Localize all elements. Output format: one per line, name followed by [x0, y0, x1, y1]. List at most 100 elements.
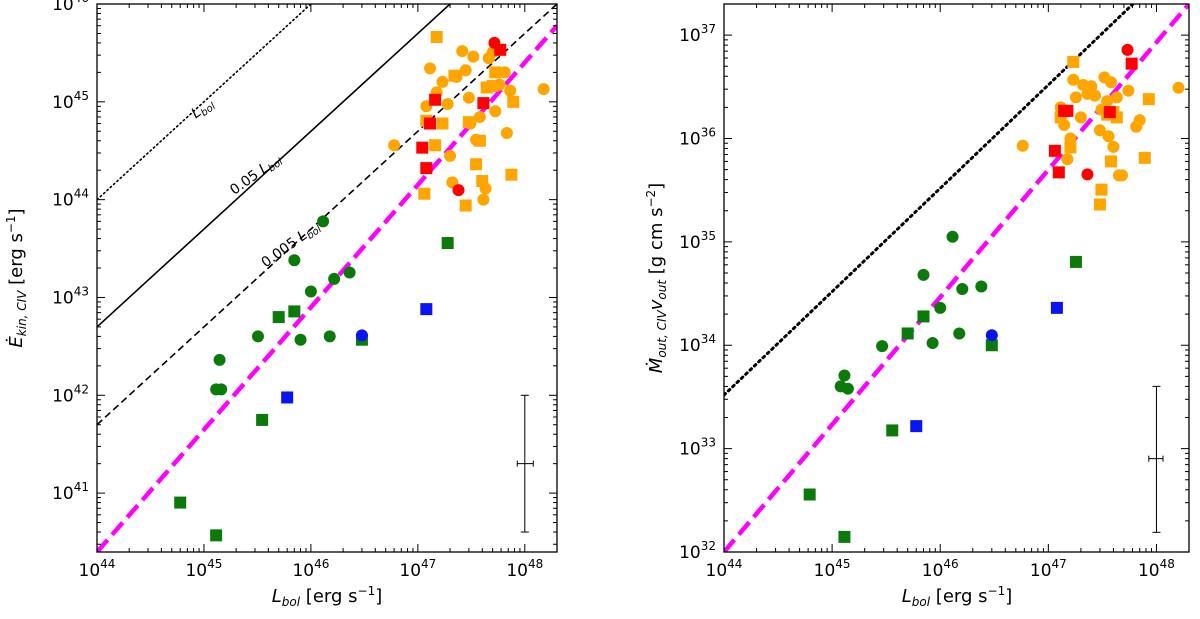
data-point-orange-square — [1095, 183, 1108, 196]
axis-ticks — [96, 3, 558, 552]
data-point-green-square — [210, 529, 223, 542]
data-point-green-circle — [975, 280, 988, 293]
data-point-green-circle — [251, 330, 264, 343]
data-point-orange-square — [418, 187, 431, 200]
data-point-blue-circle — [355, 329, 368, 342]
y-tick-label: 1034 — [679, 332, 716, 356]
data-point-orange-circle — [1115, 169, 1128, 182]
data-point-orange-circle — [1133, 114, 1146, 127]
x-tick-labels: 1044 1045 1046 1047 1048 — [706, 557, 1175, 581]
x-tick-label: 1047 — [399, 557, 436, 581]
data-point-orange-circle — [1172, 81, 1185, 94]
data-point-orange-circle — [1085, 80, 1098, 93]
data-point-orange-square — [1093, 198, 1106, 211]
data-point-orange-circle — [1107, 140, 1120, 153]
y-tick-label: 1032 — [679, 539, 716, 563]
error-bar — [1148, 385, 1164, 533]
data-point-orange-square — [448, 69, 461, 82]
data-point-orange-square — [476, 175, 489, 188]
data-point-green-square — [441, 237, 454, 250]
reference-line — [97, 4, 452, 328]
data-point-red-circle — [1121, 43, 1134, 56]
data-point-orange-circle — [1110, 91, 1123, 104]
data-point-orange-circle — [537, 83, 550, 96]
x-tick-label: 1044 — [79, 557, 116, 581]
error-bar — [516, 394, 534, 533]
data-point-blue-circle — [985, 329, 998, 342]
data-point-red-square — [494, 43, 507, 56]
y-axis-label: Ėkin, CIV [erg s−1] — [4, 208, 29, 347]
data-point-orange-circle — [467, 50, 480, 63]
data-point-orange-square — [470, 158, 483, 171]
y-tick-label: 1043 — [52, 284, 89, 308]
data-point-blue-square — [910, 420, 923, 433]
data-point-orange-circle — [1074, 111, 1087, 124]
data-point-orange-circle — [1105, 76, 1118, 89]
data-point-orange-square — [1138, 151, 1151, 164]
data-point-red-circle — [452, 184, 465, 197]
data-point-orange-square — [489, 66, 502, 79]
y-tick-label: 1033 — [679, 436, 716, 460]
y-tick-labels: 1041 1042 1043 1044 1045 1046 — [52, 0, 89, 504]
data-point-orange-square — [1067, 55, 1080, 68]
data-point-red-square — [416, 141, 429, 154]
data-point-green-circle — [841, 382, 854, 395]
data-point-red-square — [424, 117, 437, 130]
y-tick-label: 1045 — [52, 89, 89, 113]
data-point-red-square — [1048, 144, 1061, 157]
data-point-red-square — [1052, 166, 1065, 179]
data-point-orange-circle — [444, 149, 457, 162]
data-point-green-circle — [288, 254, 301, 267]
axis-ticks — [723, 3, 1190, 553]
data-point-blue-square — [281, 391, 294, 404]
data-point-orange-circle — [436, 75, 449, 88]
x-tick-label: 1046 — [922, 557, 959, 581]
x-tick-labels: 1044 1045 1046 1047 1048 — [79, 557, 544, 581]
data-points — [174, 30, 550, 542]
data-point-green-circle — [323, 330, 336, 343]
data-point-orange-circle — [1093, 124, 1106, 137]
y-tick-label: 1044 — [52, 187, 89, 211]
line-label-0.05-lbol: 0.05 Lbol — [227, 151, 285, 200]
data-point-green-circle — [294, 333, 307, 346]
data-point-green-square — [886, 424, 899, 437]
reference-line — [724, 4, 1136, 397]
x-tick-label: 1048 — [506, 557, 543, 581]
data-point-green-square — [174, 496, 187, 509]
x-tick-label: 1045 — [814, 557, 851, 581]
data-point-orange-square — [486, 80, 499, 93]
reference-lines — [724, 4, 1189, 552]
data-point-orange-square — [1142, 93, 1155, 106]
data-point-green-square — [803, 488, 816, 501]
y-tick-label: 1042 — [52, 382, 89, 406]
y-tick-label: 1041 — [52, 480, 89, 504]
x-tick-label: 1046 — [292, 557, 329, 581]
data-point-green-circle — [838, 369, 851, 382]
data-point-orange-square — [429, 139, 442, 152]
data-point-green-circle — [953, 327, 966, 340]
data-point-orange-square — [507, 95, 520, 108]
data-point-orange-square — [462, 116, 475, 129]
data-point-green-square — [838, 530, 851, 543]
data-point-red-circle — [1081, 168, 1094, 181]
data-point-green-square — [272, 311, 285, 324]
data-point-green-square — [1069, 255, 1082, 268]
data-point-orange-circle — [1016, 139, 1029, 152]
data-point-blue-square — [1050, 301, 1063, 314]
data-point-green-circle — [343, 266, 356, 279]
data-point-red-square — [477, 97, 490, 110]
data-point-green-circle — [213, 353, 226, 366]
data-point-green-circle — [215, 383, 228, 396]
data-point-blue-square — [420, 303, 433, 316]
y-tick-label: 1046 — [52, 0, 89, 15]
data-point-orange-circle — [441, 98, 454, 111]
data-point-orange-circle — [500, 127, 513, 140]
data-point-orange-square — [459, 199, 472, 212]
data-point-green-square — [901, 327, 914, 340]
data-point-green-circle — [926, 337, 939, 350]
data-point-green-circle — [876, 340, 889, 353]
data-point-green-circle — [917, 268, 930, 281]
data-point-red-square — [1061, 104, 1074, 117]
x-axis-label: Lbol [erg s−1] — [272, 584, 383, 609]
